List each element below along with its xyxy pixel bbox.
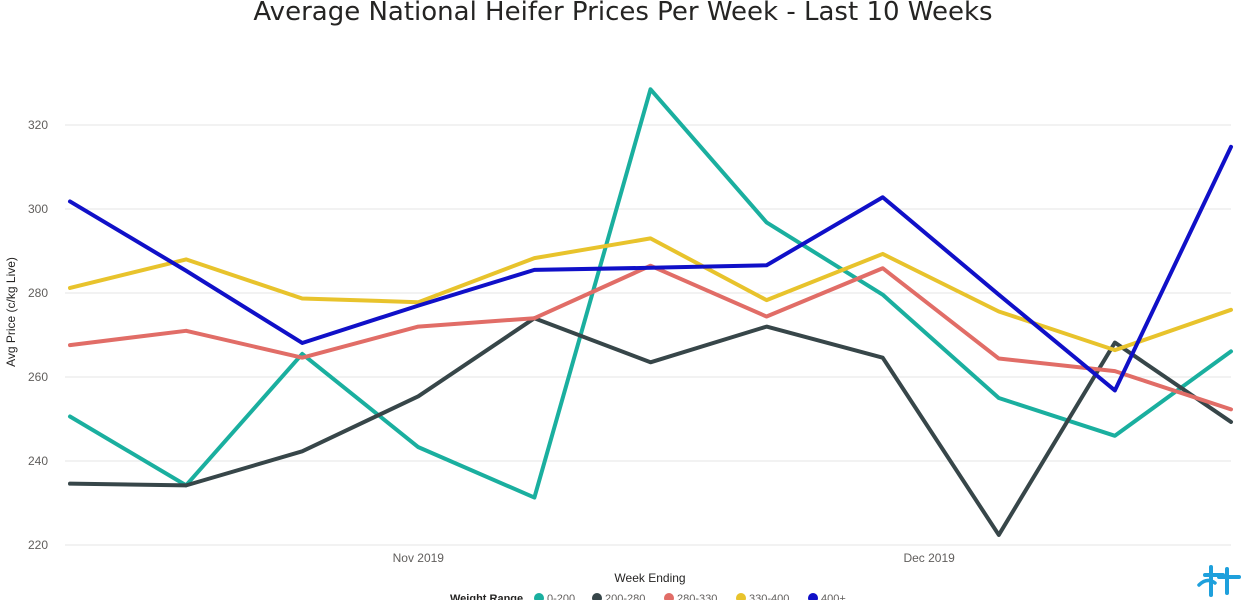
legend-label: 400+ bbox=[821, 593, 846, 600]
series-lines bbox=[68, 87, 1233, 537]
y-tick-label: 220 bbox=[28, 538, 48, 552]
legend-item-330-400[interactable]: 330-400 bbox=[736, 593, 789, 600]
series-line-280-330 bbox=[68, 263, 1233, 412]
series-line-400+ bbox=[68, 144, 1233, 393]
legend-item-0-200[interactable]: 0-200 bbox=[534, 593, 575, 600]
y-tick-label: 320 bbox=[28, 118, 48, 132]
x-axis-title: Week Ending bbox=[614, 571, 685, 585]
legend-marker bbox=[808, 593, 818, 600]
chart-title: Average National Heifer Prices Per Week … bbox=[253, 0, 992, 27]
x-tick-label: Nov 2019 bbox=[393, 551, 445, 565]
legend-title: Weight Range bbox=[450, 593, 523, 600]
gridlines bbox=[65, 124, 1231, 546]
y-tick-label: 260 bbox=[28, 370, 48, 384]
brand-logo-icon bbox=[1197, 565, 1241, 597]
y-tick-label: 280 bbox=[28, 286, 48, 300]
legend[interactable]: Weight Range 0-200 200-280 280-330 330-400 40… bbox=[450, 593, 846, 600]
y-tick-label: 240 bbox=[28, 454, 48, 468]
series-line-200-280 bbox=[68, 316, 1233, 537]
legend-label: 200-280 bbox=[605, 593, 645, 600]
series-line-0-200 bbox=[68, 87, 1233, 500]
legend-item-280-330[interactable]: 280-330 bbox=[664, 593, 717, 600]
legend-label: 0-200 bbox=[547, 593, 575, 600]
y-axis-title: Avg Price (c/kg Live) bbox=[4, 257, 18, 367]
legend-label: 280-330 bbox=[677, 593, 717, 600]
y-axis-ticks: 220 240 260 280 300 320 bbox=[28, 118, 48, 552]
x-tick-label: Dec 2019 bbox=[903, 551, 955, 565]
series-line-330-400 bbox=[68, 236, 1233, 353]
y-tick-label: 300 bbox=[28, 202, 48, 216]
x-axis-ticks: Nov 2019 Dec 2019 bbox=[393, 551, 956, 565]
legend-marker bbox=[592, 593, 602, 600]
legend-label: 330-400 bbox=[749, 593, 789, 600]
legend-marker bbox=[534, 593, 544, 600]
legend-marker bbox=[664, 593, 674, 600]
legend-marker bbox=[736, 593, 746, 600]
legend-item-400+[interactable]: 400+ bbox=[808, 593, 846, 600]
legend-item-200-280[interactable]: 200-280 bbox=[592, 593, 645, 600]
